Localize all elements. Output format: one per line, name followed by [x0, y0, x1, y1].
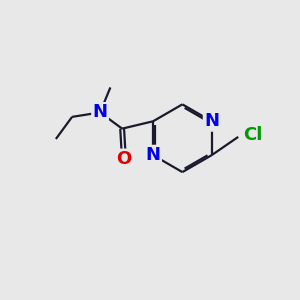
Text: N: N [146, 146, 160, 164]
Text: Cl: Cl [244, 126, 263, 144]
Text: N: N [93, 103, 108, 122]
Text: N: N [204, 112, 219, 130]
Text: O: O [116, 150, 131, 168]
